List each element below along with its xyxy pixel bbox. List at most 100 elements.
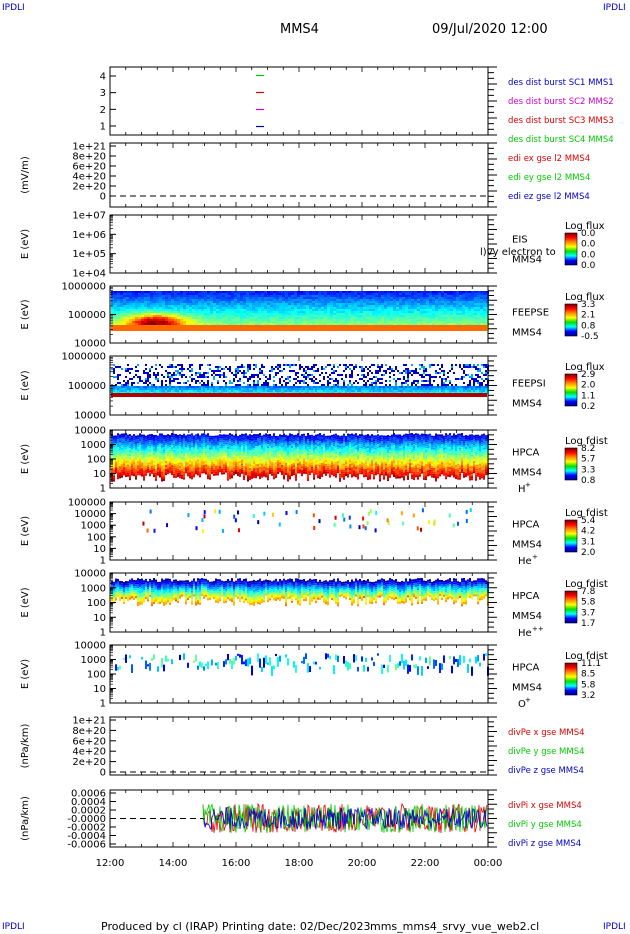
- spectrogram-cell: [369, 295, 372, 297]
- spectrogram-cell: [285, 390, 287, 392]
- spectrogram-cell: [409, 372, 411, 374]
- spectrogram-cell: [456, 311, 459, 313]
- spectrogram-cell: [213, 309, 216, 311]
- spectrogram-cell: [329, 386, 331, 388]
- spectrogram-cell: [444, 309, 447, 311]
- spectrogram-cell: [237, 366, 239, 368]
- spectrogram-cell: [133, 434, 135, 437]
- spectrogram-cell: [293, 364, 295, 366]
- spectrogram-cell: [195, 315, 198, 317]
- spectrogram-cell: [354, 313, 357, 315]
- spectrogram-cell: [450, 313, 453, 315]
- spectrogram-cell: [151, 445, 153, 448]
- spectrogram-cell: [126, 295, 129, 297]
- spectrogram-cell: [295, 378, 297, 380]
- spectrogram-cell: [258, 301, 261, 303]
- spectrogram-cell: [295, 386, 297, 388]
- spectrogram-cell: [300, 303, 303, 305]
- spectrogram-cell: [198, 297, 201, 299]
- spectrogram-cell: [444, 299, 447, 301]
- spectrogram-cell: [405, 368, 407, 370]
- spectrogram-cell: [333, 313, 336, 315]
- spectrogram-cell: [132, 305, 135, 307]
- spectrogram-cell: [125, 390, 127, 392]
- spectrogram-cell: [133, 376, 135, 378]
- spectrogram-cell: [291, 297, 294, 299]
- spectrogram-cell: [457, 388, 459, 390]
- spectrogram-cell: [408, 319, 411, 321]
- spectrogram-cell: [279, 364, 281, 366]
- spectrogram-cell: [432, 323, 435, 325]
- spectrogram-cell: [183, 313, 186, 315]
- spectrogram-cell: [341, 390, 343, 392]
- spectrogram-cell: [459, 323, 462, 325]
- spectrogram-cell: [115, 459, 117, 462]
- spectrogram-cell: [117, 295, 120, 297]
- spectrogram-cell: [111, 455, 113, 458]
- spectrogram-cell: [423, 303, 426, 305]
- spectrogram-cell: [471, 313, 474, 315]
- spectrogram-cell: [207, 388, 209, 390]
- spectrogram-cell: [480, 321, 483, 323]
- spectrogram-cell: [343, 364, 345, 366]
- spectrogram-cell: [378, 299, 381, 301]
- spectrogram-cell: [159, 386, 161, 388]
- spectrogram-cell: [321, 291, 324, 293]
- spectrogram-cell: [294, 295, 297, 297]
- spectrogram-cell: [393, 390, 395, 392]
- spectrogram-cell: [438, 301, 441, 303]
- spectrogram-cell: [258, 309, 261, 311]
- spectrogram-cell: [287, 376, 289, 378]
- spectrogram-cell: [447, 315, 450, 317]
- spectrogram-cell: [480, 297, 483, 299]
- spectrogram-cell: [432, 317, 435, 319]
- spectrogram-cell: [315, 319, 318, 321]
- spectrogram-cell: [339, 319, 342, 321]
- spectrogram-cell: [390, 297, 393, 299]
- spectrogram-cell: [132, 313, 135, 315]
- spectrogram-cell: [294, 309, 297, 311]
- spectrogram-cell: [459, 378, 461, 380]
- spectrogram-cell: [463, 390, 465, 392]
- spectrogram-cell: [420, 293, 423, 295]
- spectrogram-cell: [240, 291, 243, 293]
- spectrogram-cell: [443, 374, 445, 376]
- spectrogram-cell: [234, 307, 237, 309]
- spectrogram-cell: [171, 301, 174, 303]
- spectrogram-cell: [180, 311, 183, 313]
- spectrogram-cell: [390, 321, 393, 323]
- spectrogram-cell: [123, 465, 125, 468]
- spectrogram-cell: [357, 319, 360, 321]
- spectrogram-cell: [115, 366, 117, 368]
- spectrogram-cell: [300, 315, 303, 317]
- spectrogram-cell: [389, 384, 391, 386]
- spectrogram-cell: [279, 297, 282, 299]
- spectrogram-cell: [151, 449, 153, 452]
- spectrogram-cell: [333, 388, 335, 390]
- spectrogram-cell: [119, 434, 121, 437]
- spectrogram-cell: [315, 293, 318, 295]
- spectrogram-cell: [312, 301, 315, 303]
- spectrogram-cell: [131, 459, 133, 462]
- spectrogram-cell: [405, 386, 407, 388]
- spectrogram-cell: [155, 390, 157, 392]
- spectrogram-cell: [265, 376, 267, 378]
- spectrogram-cell: [113, 439, 115, 442]
- spectrogram-cell: [251, 386, 253, 388]
- spectrogram-cell: [177, 297, 180, 299]
- spectrogram-cell: [279, 321, 282, 323]
- spectrogram-cell: [225, 366, 227, 368]
- spectrogram-cell: [437, 386, 439, 388]
- spectrogram-cell: [399, 390, 401, 392]
- spectrogram-cell: [229, 382, 231, 384]
- spectrogram-cell: [137, 469, 139, 472]
- spectrogram-cell: [237, 315, 240, 317]
- spectrogram-cell: [390, 315, 393, 317]
- spectrogram-cell: [307, 390, 309, 392]
- spectrogram-cell: [216, 313, 219, 315]
- spectrogram-cell: [125, 386, 127, 388]
- spectrogram-cell: [387, 301, 390, 303]
- spectrogram-cell: [423, 321, 426, 323]
- spectrogram-cell: [342, 309, 345, 311]
- spectrogram-cell: [311, 380, 313, 382]
